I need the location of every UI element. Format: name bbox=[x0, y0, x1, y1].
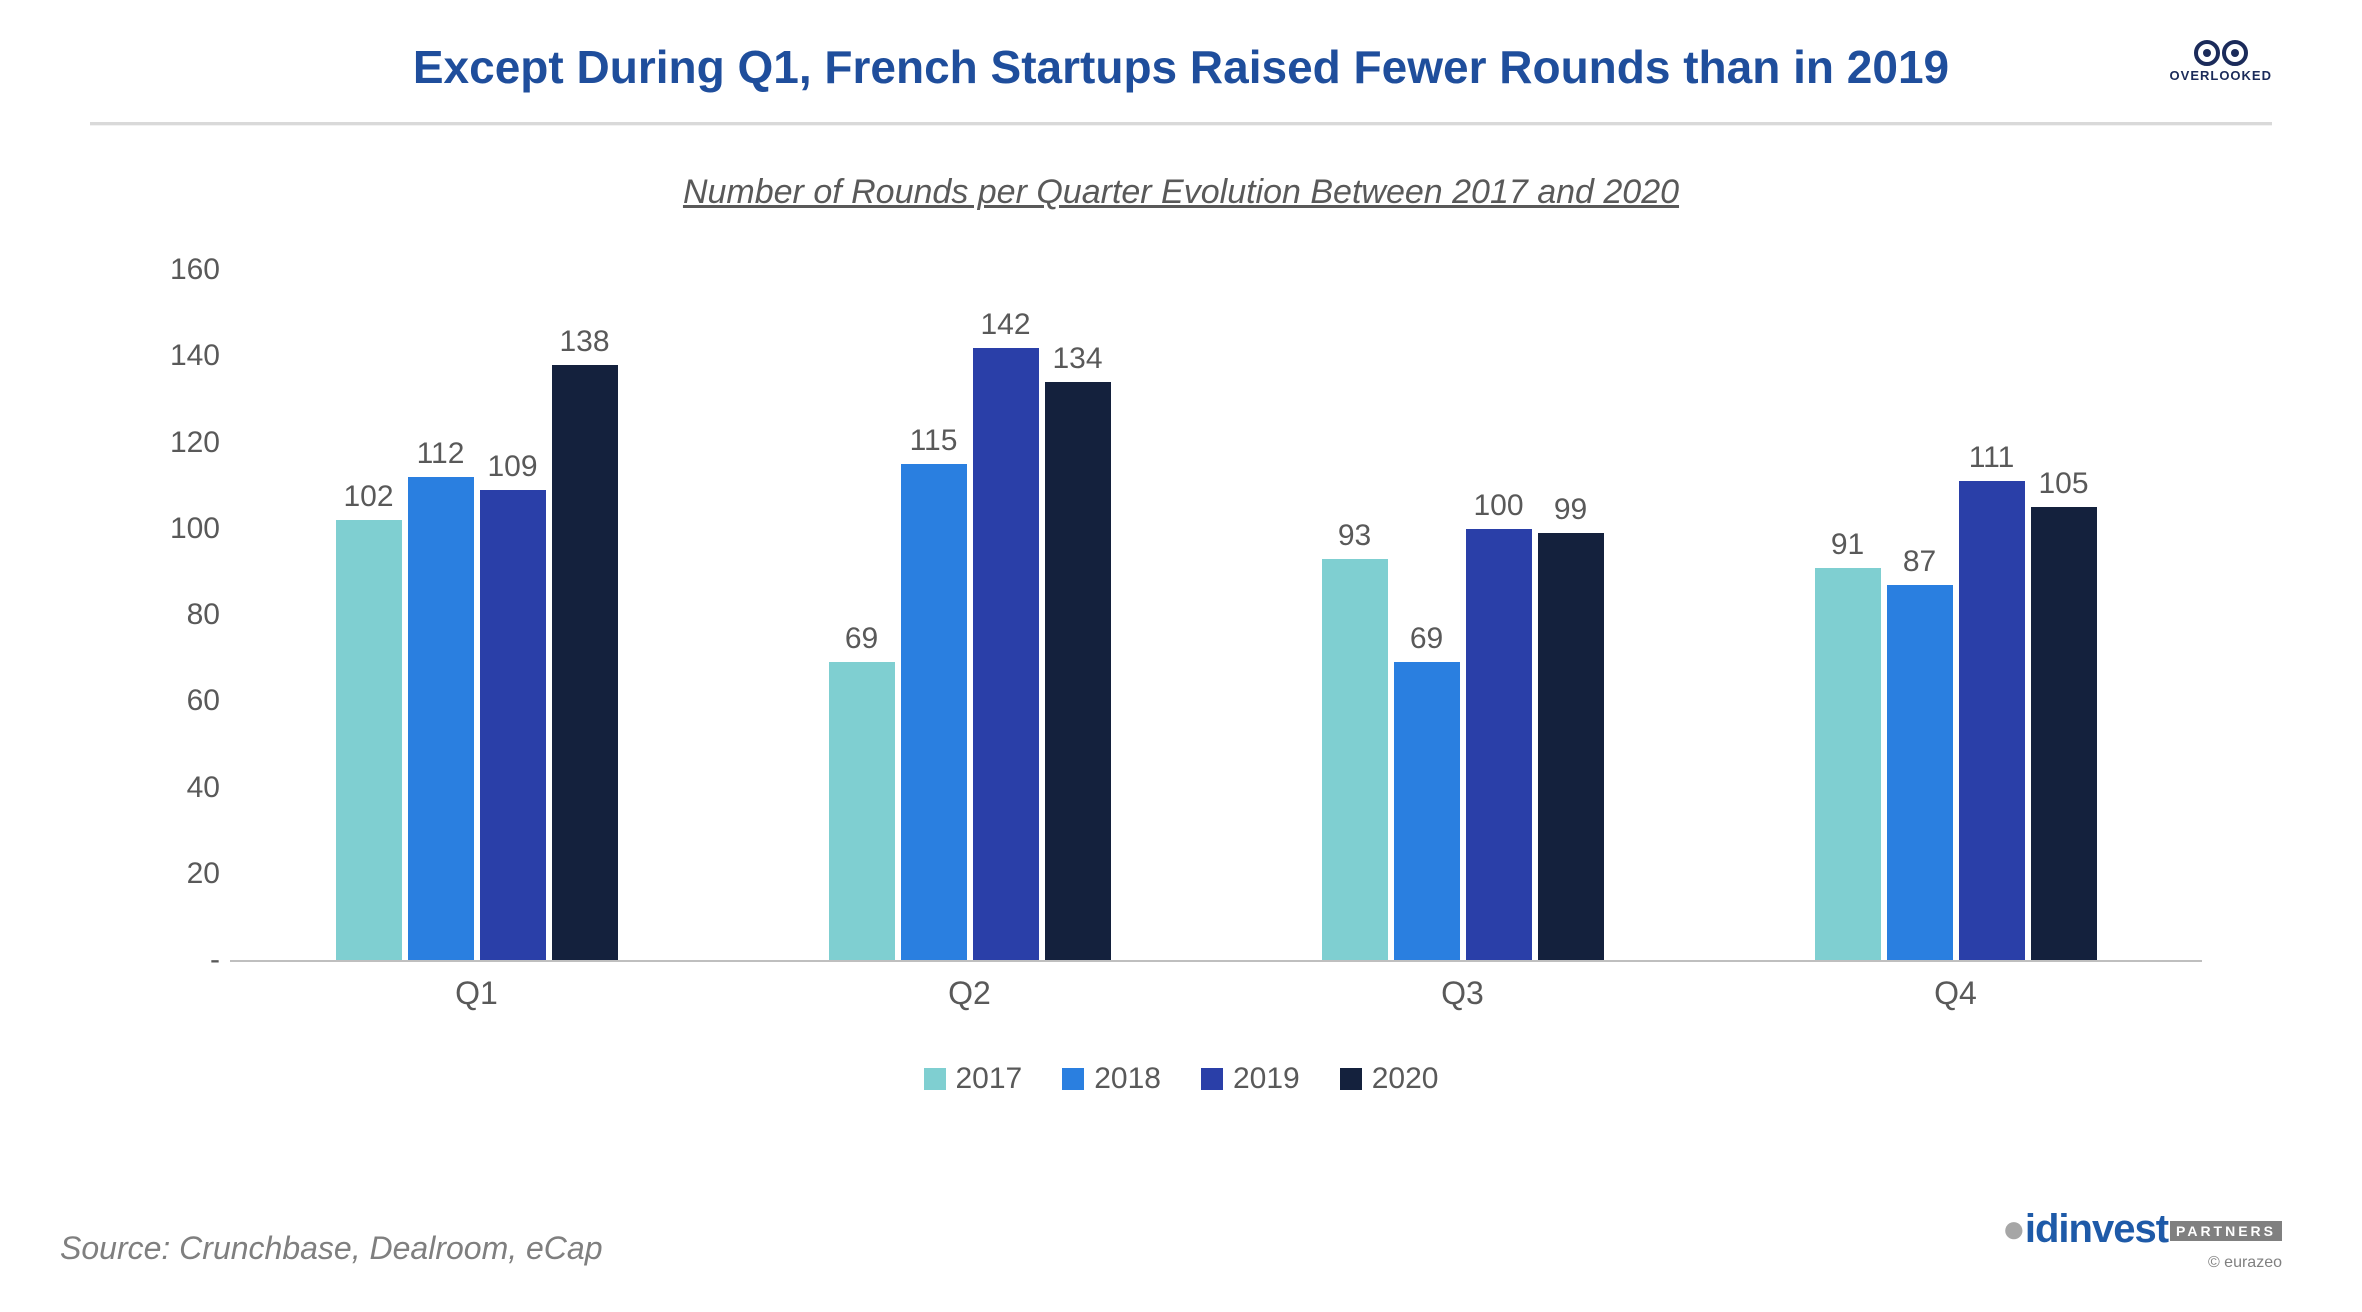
y-tick-label: 100 bbox=[140, 512, 220, 546]
legend-swatch-icon bbox=[1062, 1068, 1084, 1090]
bar bbox=[1045, 382, 1111, 960]
bar-group: 102 112 109 138 bbox=[336, 325, 618, 960]
bar-value-label: 112 bbox=[417, 437, 465, 471]
x-tick-label: Q3 bbox=[1441, 975, 1484, 1012]
y-tick-label: 20 bbox=[140, 857, 220, 891]
legend-label: 2018 bbox=[1094, 1062, 1161, 1096]
bar bbox=[829, 662, 895, 960]
legend-item: 2017 bbox=[924, 1062, 1023, 1096]
bar-column: 99 bbox=[1538, 493, 1604, 960]
bar-column: 87 bbox=[1887, 545, 1953, 960]
legend-swatch-icon bbox=[1201, 1068, 1223, 1090]
bar-column: 105 bbox=[2031, 467, 2097, 960]
y-tick-label: 80 bbox=[140, 598, 220, 632]
bar-value-label: 93 bbox=[1338, 519, 1371, 553]
y-tick-label: 40 bbox=[140, 771, 220, 805]
legend-label: 2020 bbox=[1372, 1062, 1439, 1096]
bar bbox=[552, 365, 618, 960]
bar-value-label: 109 bbox=[487, 450, 537, 484]
bar-group: 69 115 142 134 bbox=[829, 308, 1111, 960]
source-attribution: Source: Crunchbase, Dealroom, eCap bbox=[60, 1230, 603, 1267]
bar-value-label: 138 bbox=[559, 325, 609, 359]
bar-column: 91 bbox=[1815, 528, 1881, 960]
bar-value-label: 69 bbox=[1410, 622, 1443, 656]
y-tick-label: 120 bbox=[140, 426, 220, 460]
bar bbox=[901, 464, 967, 960]
chart-subtitle: Number of Rounds per Quarter Evolution B… bbox=[60, 173, 2302, 212]
bar-value-label: 102 bbox=[343, 480, 393, 514]
bar-column: 142 bbox=[973, 308, 1039, 960]
bar-value-label: 111 bbox=[1969, 441, 2015, 475]
bar-column: 112 bbox=[408, 437, 474, 960]
bar-column: 109 bbox=[480, 450, 546, 960]
bar-value-label: 69 bbox=[845, 622, 878, 656]
bar bbox=[1815, 568, 1881, 960]
y-tick-label: 60 bbox=[140, 684, 220, 718]
bar bbox=[480, 490, 546, 960]
bar-column: 111 bbox=[1959, 441, 2025, 960]
bar-column: 93 bbox=[1322, 519, 1388, 960]
idinvest-partners-label: PARTNERS bbox=[2170, 1221, 2282, 1241]
x-tick-label: Q2 bbox=[948, 975, 991, 1012]
page-title: Except During Q1, French Startups Raised… bbox=[320, 40, 2042, 94]
idinvest-sublabel: © eurazeo bbox=[2002, 1254, 2282, 1272]
bar-group: 93 69 100 99 bbox=[1322, 489, 1604, 960]
bar-value-label: 105 bbox=[2038, 467, 2088, 501]
bar-column: 102 bbox=[336, 480, 402, 960]
legend-item: 2018 bbox=[1062, 1062, 1161, 1096]
bar-value-label: 142 bbox=[980, 308, 1030, 342]
legend-item: 2020 bbox=[1340, 1062, 1439, 1096]
bar-value-label: 115 bbox=[910, 424, 958, 458]
x-tick-label: Q4 bbox=[1934, 975, 1977, 1012]
y-tick-label: 160 bbox=[140, 253, 220, 287]
bar-value-label: 134 bbox=[1052, 342, 1102, 376]
bar-chart: 102 112 109 138 69 115 142 134 93 69 100 99 91 87 111 1… bbox=[140, 262, 2222, 1042]
legend-item: 2019 bbox=[1201, 1062, 1300, 1096]
bar-column: 134 bbox=[1045, 342, 1111, 960]
bar bbox=[1887, 585, 1953, 960]
bar bbox=[2031, 507, 2097, 960]
bar bbox=[1322, 559, 1388, 960]
overlooked-logo: OVERLOOKED bbox=[2170, 40, 2272, 83]
bar-value-label: 91 bbox=[1831, 528, 1864, 562]
bar bbox=[1538, 533, 1604, 960]
chart-legend: 2017 2018 2019 2020 bbox=[60, 1062, 2302, 1096]
bar bbox=[1466, 529, 1532, 960]
bar-column: 69 bbox=[1394, 622, 1460, 960]
legend-label: 2017 bbox=[956, 1062, 1023, 1096]
logo-dot-icon: ● bbox=[2002, 1207, 2025, 1251]
bar-column: 115 bbox=[901, 424, 967, 960]
legend-label: 2019 bbox=[1233, 1062, 1300, 1096]
y-tick-label: - bbox=[140, 943, 220, 977]
bar-column: 69 bbox=[829, 622, 895, 960]
idinvest-logo: ●idinvestPARTNERS © eurazeo bbox=[2002, 1207, 2282, 1272]
bar bbox=[1959, 481, 2025, 960]
legend-swatch-icon bbox=[1340, 1068, 1362, 1090]
bar bbox=[336, 520, 402, 960]
bar-column: 100 bbox=[1466, 489, 1532, 960]
idinvest-wordmark: idinvest bbox=[2025, 1207, 2168, 1251]
bar-value-label: 99 bbox=[1554, 493, 1587, 527]
bar bbox=[408, 477, 474, 960]
bar-value-label: 87 bbox=[1903, 545, 1936, 579]
legend-swatch-icon bbox=[924, 1068, 946, 1090]
header-divider bbox=[90, 122, 2272, 125]
bar-column: 138 bbox=[552, 325, 618, 960]
bar-group: 91 87 111 105 bbox=[1815, 441, 2097, 960]
y-tick-label: 140 bbox=[140, 339, 220, 373]
binoculars-icon bbox=[2170, 40, 2272, 66]
x-tick-label: Q1 bbox=[455, 975, 498, 1012]
bar bbox=[1394, 662, 1460, 960]
bar bbox=[973, 348, 1039, 960]
bar-value-label: 100 bbox=[1473, 489, 1523, 523]
overlooked-label: OVERLOOKED bbox=[2170, 68, 2272, 83]
